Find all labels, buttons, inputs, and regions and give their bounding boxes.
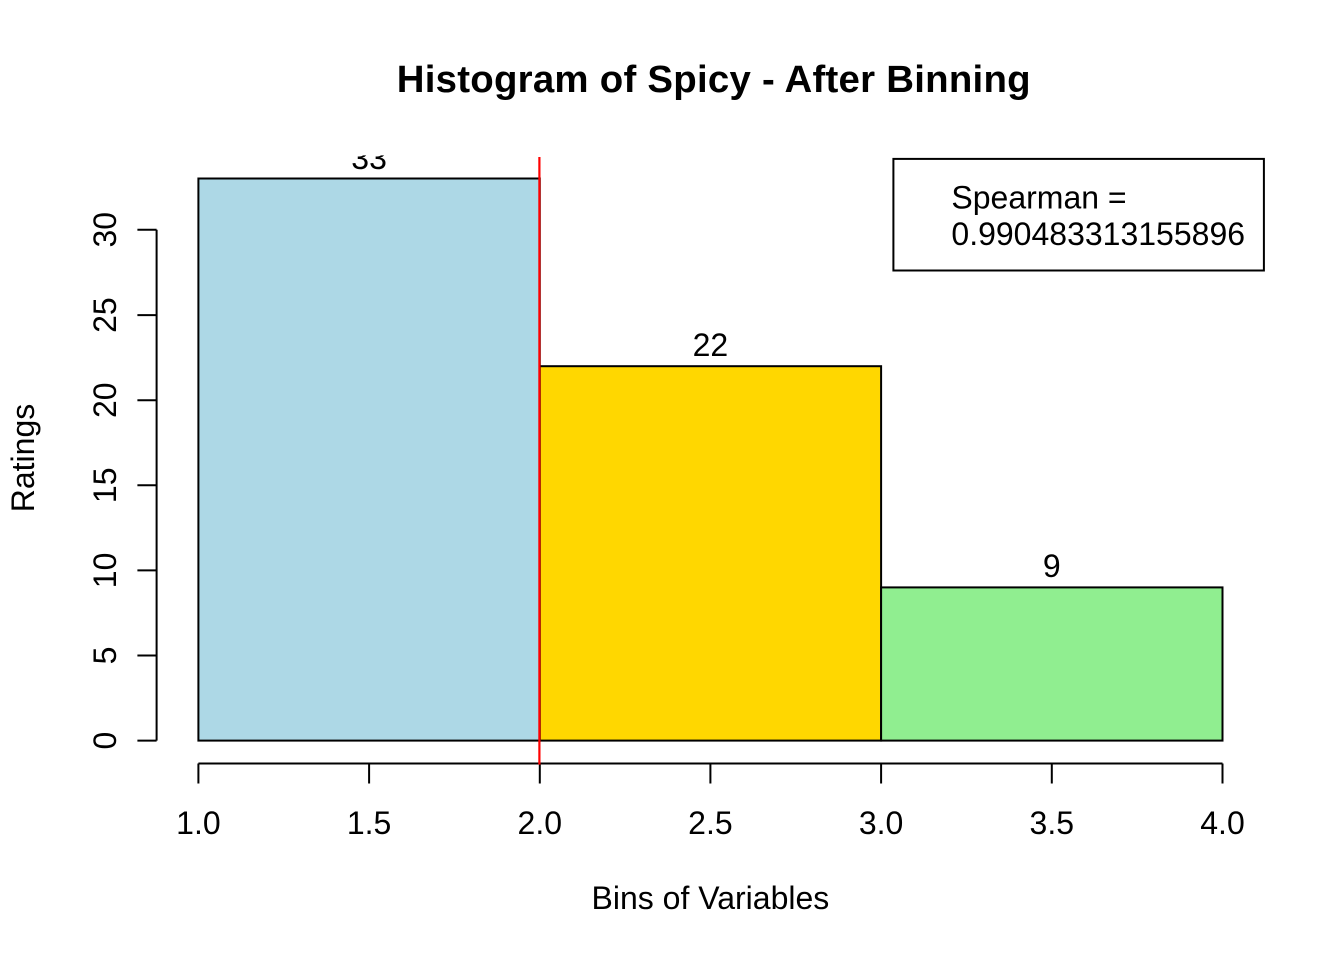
- svg-text:1.0: 1.0: [176, 805, 220, 841]
- svg-text:20: 20: [87, 382, 123, 418]
- svg-text:0: 0: [87, 732, 123, 750]
- svg-text:30: 30: [87, 212, 123, 248]
- svg-text:3.5: 3.5: [1030, 805, 1074, 841]
- svg-text:10: 10: [87, 553, 123, 589]
- svg-text:5: 5: [87, 647, 123, 665]
- svg-text:9: 9: [1043, 548, 1061, 584]
- svg-text:22: 22: [693, 327, 729, 363]
- svg-text:0.990483313155896: 0.990483313155896: [951, 216, 1245, 252]
- svg-text:25: 25: [87, 297, 123, 333]
- svg-text:4.0: 4.0: [1200, 805, 1244, 841]
- svg-text:1.5: 1.5: [347, 805, 391, 841]
- svg-text:15: 15: [87, 468, 123, 504]
- svg-text:Spearman =: Spearman =: [951, 180, 1126, 216]
- svg-text:2.0: 2.0: [518, 805, 562, 841]
- svg-text:Histogram of Spicy - After Bin: Histogram of Spicy - After Binning: [397, 58, 1031, 101]
- svg-text:2.5: 2.5: [688, 805, 732, 841]
- svg-text:Ratings: Ratings: [5, 404, 41, 513]
- svg-text:3.0: 3.0: [859, 805, 903, 841]
- svg-text:33: 33: [351, 140, 387, 176]
- svg-text:Bins of Variables: Bins of Variables: [592, 880, 830, 916]
